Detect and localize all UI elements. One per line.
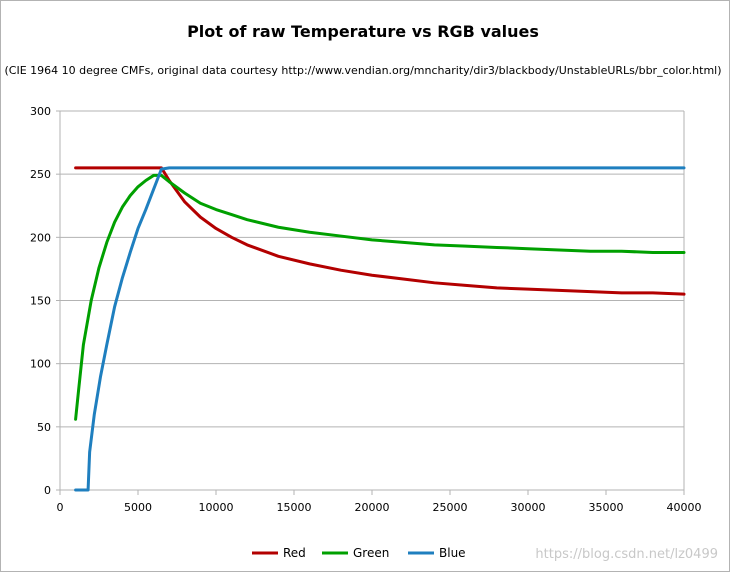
axis-layer: 0 50 100 150 200 250 300 0 5000 10000 15000 20000 25… <box>30 105 702 514</box>
y-tick-label: 300 <box>30 105 51 118</box>
series-line-green <box>74 173 686 421</box>
y-tick-label: 0 <box>44 484 51 497</box>
x-tick-label: 0 <box>57 501 64 514</box>
watermark-text: https://blog.csdn.net/lz0499 <box>535 547 718 562</box>
x-tick-label: 20000 <box>355 501 390 514</box>
legend: Red Green Blue <box>252 546 466 560</box>
chart-subtitle: (CIE 1964 10 degree CMFs, original data … <box>4 64 722 77</box>
x-tick-label: 40000 <box>667 501 702 514</box>
legend-label-green: Green <box>353 546 389 560</box>
series-line-red <box>74 166 686 296</box>
x-tick-label: 35000 <box>589 501 624 514</box>
y-tick-label: 100 <box>30 358 51 371</box>
x-tick-label: 15000 <box>277 501 312 514</box>
chart-title: Plot of raw Temperature vs RGB values <box>187 22 539 41</box>
series-line-blue <box>74 166 686 492</box>
y-tick-label: 150 <box>30 295 51 308</box>
y-tick-label: 200 <box>30 231 51 244</box>
x-tick-label: 10000 <box>199 501 234 514</box>
y-tick-label: 50 <box>37 421 51 434</box>
legend-label-red: Red <box>283 546 306 560</box>
x-tick-label: 30000 <box>511 501 546 514</box>
series-layer <box>74 166 686 492</box>
y-tick-label: 250 <box>30 168 51 181</box>
x-tick-label: 5000 <box>124 501 152 514</box>
x-tick-label: 25000 <box>433 501 468 514</box>
legend-label-blue: Blue <box>439 546 466 560</box>
